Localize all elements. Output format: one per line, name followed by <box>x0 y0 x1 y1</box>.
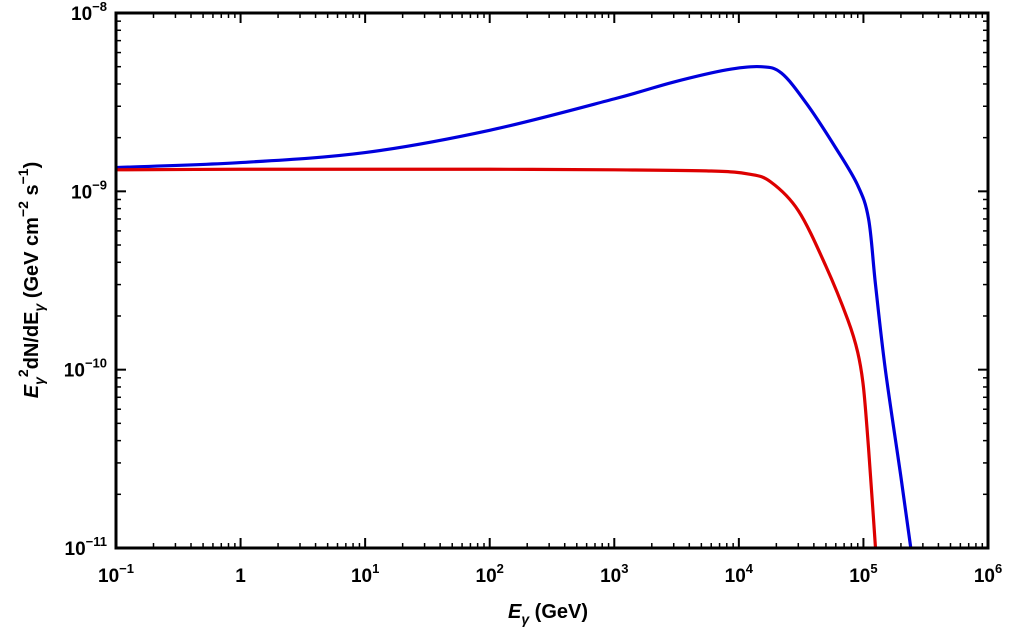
y-axis-label: Eγ2dN/dEγ (GeV cm−2 s−1) <box>15 162 47 399</box>
plot-frame <box>114 11 990 550</box>
series-line-1 <box>115 64 913 549</box>
y-axis-label-sup1: 2 <box>15 369 31 377</box>
y-axis-label-s: s <box>21 184 43 201</box>
x-tick-label: 102 <box>476 561 504 587</box>
y-axis-label-sup3: −1 <box>15 168 31 184</box>
x-tick-label: 103 <box>600 561 628 587</box>
x-axis-label-sub: γ <box>521 611 530 627</box>
x-tick-label: 101 <box>351 561 379 587</box>
series-layer <box>115 64 913 549</box>
x-axis-label: Eγ (GeV) <box>508 601 588 627</box>
y-axis-label-unit: (GeV cm <box>21 217 43 304</box>
y-axis-label-e: E <box>21 384 43 398</box>
x-tick-label: 106 <box>974 561 1002 587</box>
y-tick-label: 10−11 <box>65 534 107 560</box>
x-tick-labels: 10−1 1 101 102 103 104 105 106 <box>98 561 1002 587</box>
x-tick-label: 104 <box>725 561 754 587</box>
x-tick-label: 10−1 <box>98 561 134 587</box>
y-axis-label-sup2: −2 <box>15 201 31 217</box>
y-tick-label: 10−10 <box>64 356 107 382</box>
x-axis-label-main: E <box>508 601 522 623</box>
y-tick-label: 10−9 <box>71 177 107 203</box>
y-axis-label-close: ) <box>21 162 43 169</box>
y-tick-labels: 10−11 10−10 10−9 10−8 <box>64 0 107 560</box>
series-line-2 <box>115 167 878 549</box>
y-axis-label-sub2: γ <box>31 303 47 312</box>
x-axis-label-unit: (GeV) <box>529 601 588 623</box>
x-tick-label: 1 <box>235 566 246 587</box>
y-tick-label: 10−8 <box>71 0 107 25</box>
y-axis-label-mid: dN/dE <box>21 312 43 370</box>
major-ticks <box>115 12 989 549</box>
x-tick-label: 105 <box>849 561 877 587</box>
y-axis-label-sub1: γ <box>31 376 47 385</box>
minor-ticks <box>116 13 988 548</box>
